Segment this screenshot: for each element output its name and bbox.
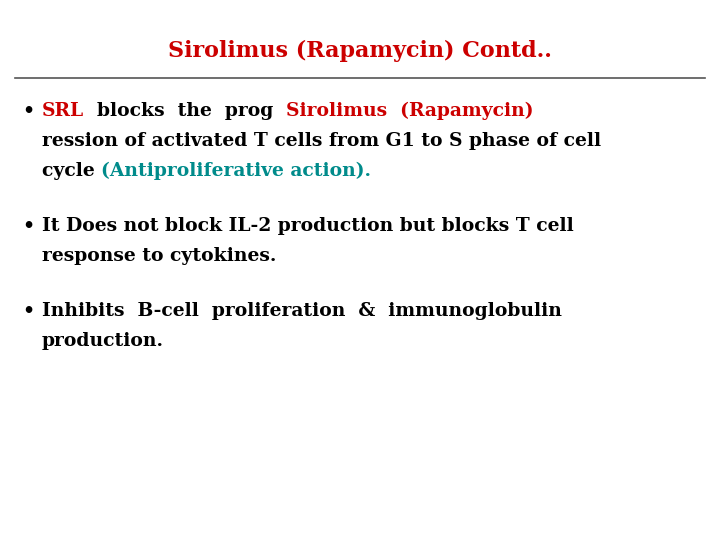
Text: It Does not block IL-2 production but blocks T cell: It Does not block IL-2 production but bl… <box>42 217 574 235</box>
Text: production.: production. <box>42 332 164 350</box>
Text: (Antiproliferative action).: (Antiproliferative action). <box>102 162 372 180</box>
Text: Sirolimus  (Rapamycin): Sirolimus (Rapamycin) <box>287 102 534 120</box>
Text: •: • <box>22 302 34 320</box>
Text: response to cytokines.: response to cytokines. <box>42 247 276 265</box>
Text: cycle: cycle <box>42 162 102 180</box>
Text: blocks  the  prog: blocks the prog <box>84 102 287 120</box>
Text: •: • <box>22 217 34 235</box>
Text: •: • <box>22 102 34 120</box>
Text: Inhibits  B-cell  proliferation  &  immunoglobulin: Inhibits B-cell proliferation & immunogl… <box>42 302 562 320</box>
Text: Sirolimus (Rapamycin) Contd..: Sirolimus (Rapamycin) Contd.. <box>168 40 552 62</box>
Text: SRL: SRL <box>42 102 84 120</box>
Text: ression of activated T cells from G1 to S phase of cell: ression of activated T cells from G1 to … <box>42 132 601 150</box>
